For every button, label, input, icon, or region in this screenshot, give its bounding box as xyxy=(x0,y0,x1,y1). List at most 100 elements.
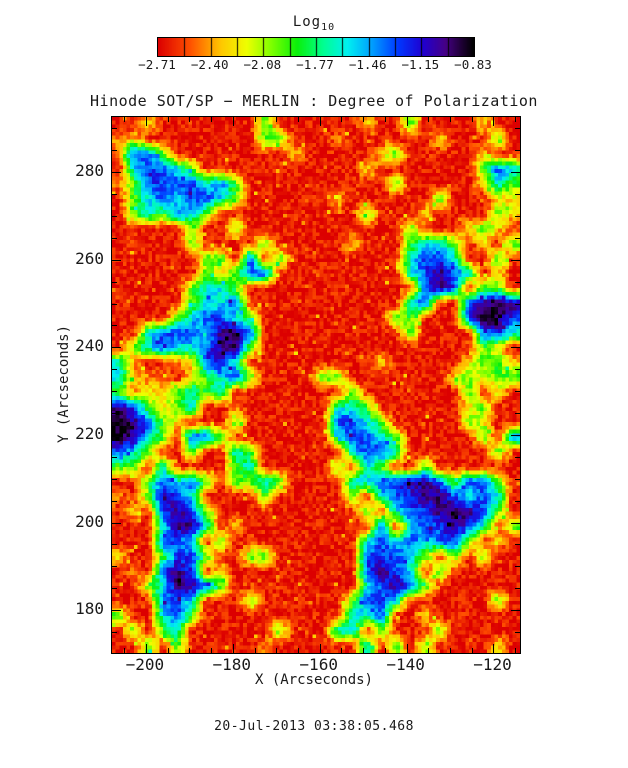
y-minor-tick xyxy=(515,128,520,129)
y-minor-tick xyxy=(515,391,520,392)
y-minor-tick xyxy=(112,457,117,458)
colorbar-title-text: Log xyxy=(292,14,322,30)
x-minor-tick xyxy=(211,117,212,122)
x-minor-tick xyxy=(428,117,429,122)
y-minor-tick xyxy=(112,391,117,392)
y-minor-tick xyxy=(515,588,520,589)
y-minor-tick xyxy=(515,282,520,283)
y-minor-tick xyxy=(112,194,117,195)
colorbar-tick-label: −2.40 xyxy=(190,57,229,72)
x-minor-tick xyxy=(515,648,516,653)
x-minor-tick xyxy=(255,648,256,653)
x-major-tick xyxy=(146,117,147,126)
colorbar-title: Log10 xyxy=(0,14,628,33)
y-minor-tick xyxy=(515,632,520,633)
x-minor-tick xyxy=(124,117,125,122)
y-minor-tick xyxy=(515,457,520,458)
y-minor-tick xyxy=(112,588,117,589)
y-major-tick xyxy=(511,435,520,436)
y-minor-tick xyxy=(515,544,520,545)
x-major-tick xyxy=(407,644,408,653)
y-minor-tick xyxy=(112,128,117,129)
x-minor-tick xyxy=(341,648,342,653)
y-tick-label: 280 xyxy=(75,161,104,181)
y-major-tick xyxy=(112,435,121,436)
y-major-tick xyxy=(511,260,520,261)
x-minor-tick xyxy=(385,117,386,122)
heatmap-canvas xyxy=(112,117,520,653)
y-major-tick xyxy=(112,172,121,173)
y-major-tick xyxy=(112,523,121,524)
y-minor-tick xyxy=(515,479,520,480)
y-minor-tick xyxy=(515,369,520,370)
x-minor-tick xyxy=(472,648,473,653)
y-tick-label: 180 xyxy=(75,599,104,619)
x-major-tick xyxy=(493,644,494,653)
y-minor-tick xyxy=(112,501,117,502)
y-minor-tick xyxy=(515,194,520,195)
x-major-tick xyxy=(493,117,494,126)
y-tick-label: 220 xyxy=(75,423,104,443)
y-minor-tick xyxy=(515,566,520,567)
x-major-tick xyxy=(407,117,408,126)
x-major-tick xyxy=(233,644,234,653)
y-minor-tick xyxy=(515,413,520,414)
y-major-tick xyxy=(112,610,121,611)
x-major-tick xyxy=(320,644,321,653)
x-minor-tick xyxy=(255,117,256,122)
x-minor-tick xyxy=(276,117,277,122)
x-minor-tick xyxy=(515,117,516,122)
y-minor-tick xyxy=(112,282,117,283)
y-minor-tick xyxy=(515,501,520,502)
y-minor-tick xyxy=(515,150,520,151)
chart-title: Hinode SOT/SP − MERLIN : Degree of Polar… xyxy=(90,92,538,110)
x-minor-tick xyxy=(450,117,451,122)
y-tick-label: 260 xyxy=(75,248,104,268)
x-minor-tick xyxy=(363,648,364,653)
x-tick-label: −160 xyxy=(299,655,338,674)
y-major-tick xyxy=(511,172,520,173)
x-minor-tick xyxy=(450,648,451,653)
timestamp: 20-Jul-2013 03:38:05.468 xyxy=(214,719,414,734)
x-minor-tick xyxy=(363,117,364,122)
y-minor-tick xyxy=(515,304,520,305)
colorbar-title-subscript: 10 xyxy=(321,21,336,33)
y-major-tick xyxy=(112,347,121,348)
y-tick-label: 200 xyxy=(75,511,104,531)
x-axis-label: X (Arcseconds) xyxy=(254,672,373,688)
x-tick-label: −180 xyxy=(212,655,252,674)
x-minor-tick xyxy=(298,648,299,653)
colorbar-tick-label: −1.46 xyxy=(348,57,387,72)
x-minor-tick xyxy=(385,648,386,653)
x-major-tick xyxy=(233,117,234,126)
y-minor-tick xyxy=(515,238,520,239)
y-tick-label: 240 xyxy=(75,336,104,356)
y-axis-label: Y (Arcseconds) xyxy=(56,324,72,444)
colorbar-tick-label: −2.71 xyxy=(138,57,176,72)
x-minor-tick xyxy=(168,117,169,122)
colorbar-tick-label: −1.15 xyxy=(401,57,440,72)
y-minor-tick xyxy=(515,216,520,217)
y-major-tick xyxy=(112,260,121,261)
y-minor-tick xyxy=(112,238,117,239)
y-minor-tick xyxy=(112,150,117,151)
colorbar-tick-label: −2.08 xyxy=(243,57,282,72)
x-tick-label: −120 xyxy=(473,655,512,674)
colorbar-gradient xyxy=(157,37,475,57)
x-major-tick xyxy=(146,644,147,653)
y-minor-tick xyxy=(112,632,117,633)
colorbar-tick-label: −0.83 xyxy=(454,57,492,72)
x-major-tick xyxy=(320,117,321,126)
y-minor-tick xyxy=(112,413,117,414)
x-minor-tick xyxy=(211,648,212,653)
x-minor-tick xyxy=(189,117,190,122)
y-minor-tick xyxy=(112,566,117,567)
y-minor-tick xyxy=(112,304,117,305)
y-minor-tick xyxy=(112,369,117,370)
x-minor-tick xyxy=(298,117,299,122)
x-minor-tick xyxy=(341,117,342,122)
y-minor-tick xyxy=(112,479,117,480)
x-minor-tick xyxy=(189,648,190,653)
x-minor-tick xyxy=(276,648,277,653)
